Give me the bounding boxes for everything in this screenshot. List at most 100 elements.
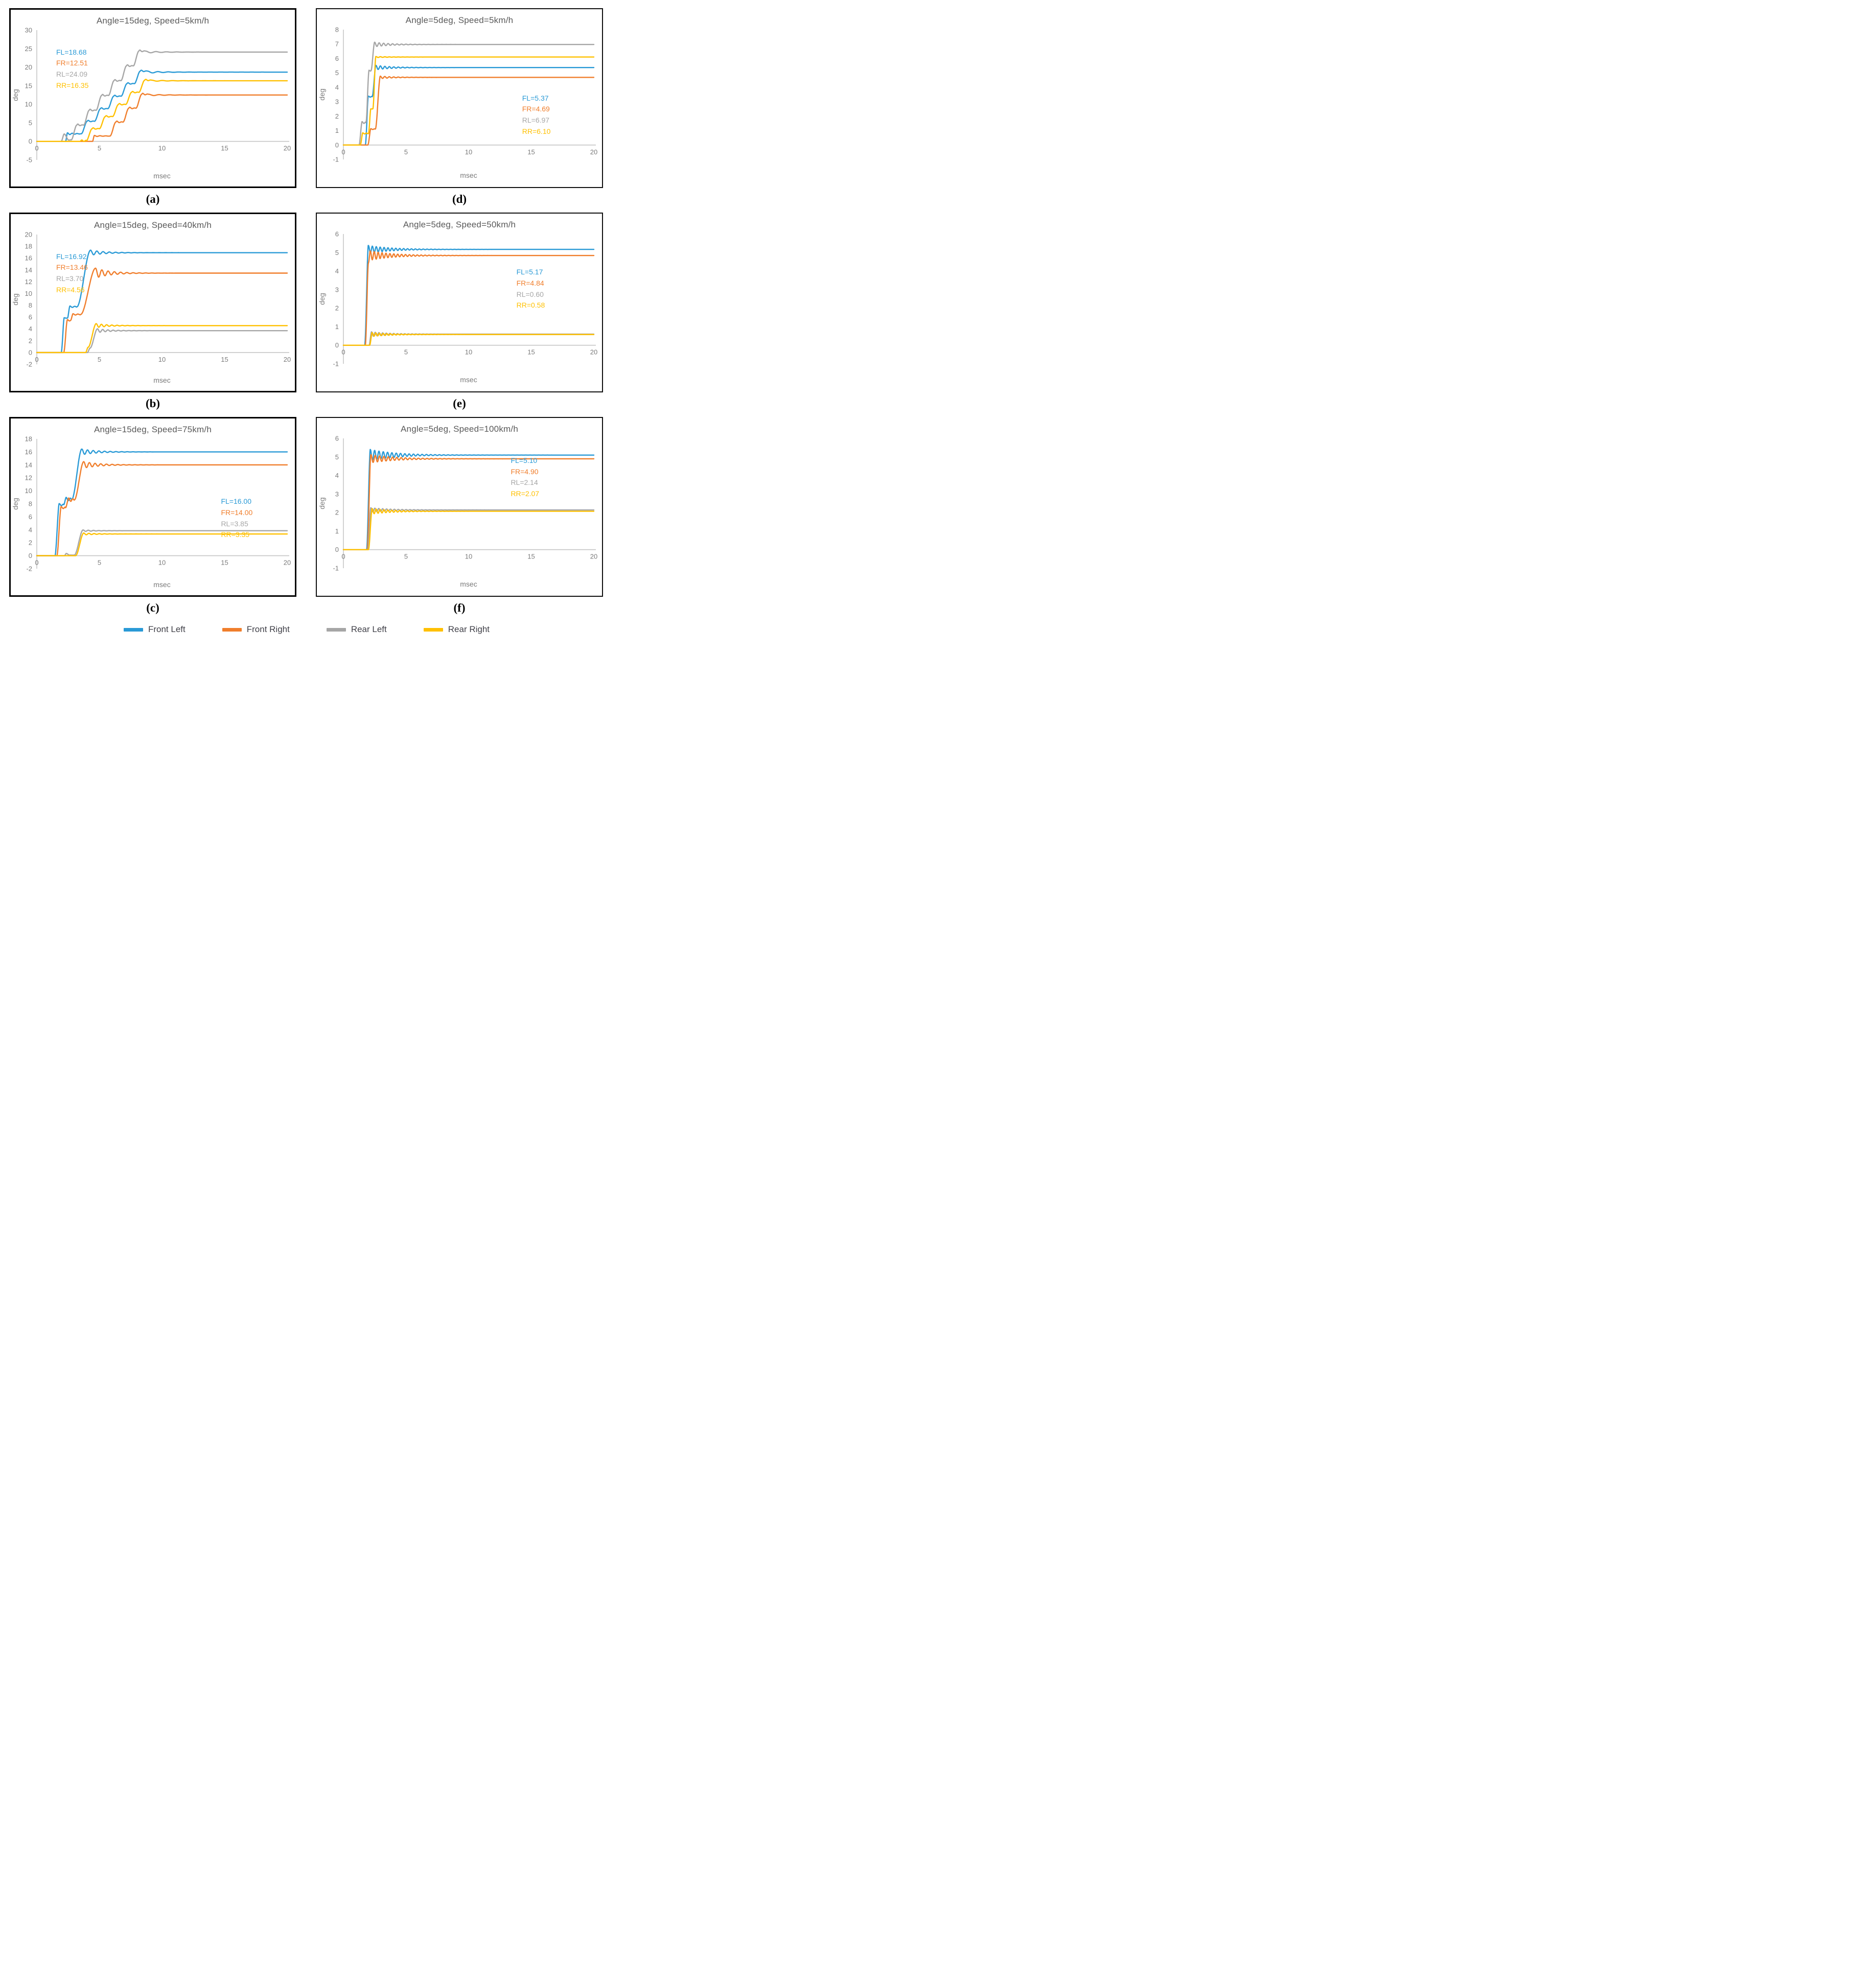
x-tick-label: 0 <box>35 145 38 152</box>
y-axis-title: deg <box>318 497 326 509</box>
y-tick-label: 2 <box>335 509 339 517</box>
y-tick-label: 0 <box>335 341 339 349</box>
y-tick-label: 6 <box>29 513 32 521</box>
cell-d: Angle=5deg, Speed=5km/h -1 0 1 2 3 4 5 6 7 8 0 5 10 1… <box>316 8 603 211</box>
series-front-left-line <box>342 449 595 550</box>
annotation-front-right: FR=12.51 <box>56 59 88 67</box>
caption-b: (b) <box>145 397 160 410</box>
y-tick-label: 25 <box>25 45 32 53</box>
x-tick-label: 20 <box>590 348 597 356</box>
series-front-right-line <box>36 461 288 556</box>
chart-f: Angle=5deg, Speed=100km/h -1 0 1 2 3 4 5 6 0 5 10 1… <box>316 417 603 597</box>
y-tick-label: 15 <box>25 82 32 89</box>
x-tick-label: 15 <box>527 553 535 561</box>
y-tick-label: 3 <box>335 490 339 498</box>
y-tick-label: -1 <box>333 565 339 572</box>
annotation-rear-right: RR=4.56 <box>56 285 85 294</box>
series-rear-left-line <box>36 49 288 142</box>
legend-label: Front Right <box>246 624 290 634</box>
x-tick-label: 0 <box>341 148 345 156</box>
annotation-front-left: FL=16.92 <box>56 252 87 261</box>
y-tick-label: 0 <box>29 348 32 356</box>
chart-e-annotations: FL=5.17 FR=4.84 RL=0.60 RR=0.58 <box>517 267 545 311</box>
y-tick-label: 6 <box>335 231 339 238</box>
y-tick-label: 3 <box>335 98 339 106</box>
series-front-right-line <box>342 75 595 146</box>
x-tick-label: 0 <box>35 559 38 567</box>
x-axis-title: msec <box>153 172 170 180</box>
x-axis-title: msec <box>460 171 477 179</box>
cell-a: Angle=15deg, Speed=5km/h -5 0 5 10 15 20 25 30 0… <box>9 8 296 211</box>
annotation-rear-left: RL=2.14 <box>511 478 538 487</box>
y-tick-label: 20 <box>25 63 32 71</box>
annotation-rear-right: RR=6.10 <box>522 127 551 135</box>
x-tick-label: 10 <box>158 356 166 363</box>
chart-f-annotations: FL=5.10 FR=4.90 RL=2.14 RR=2.07 <box>511 455 539 500</box>
front-right-line-swatch-icon <box>222 627 242 632</box>
x-tick-label: 10 <box>158 145 166 152</box>
annotation-front-left: FL=5.10 <box>511 456 538 465</box>
series-rear-right-line <box>36 532 288 556</box>
y-tick-label: 4 <box>29 325 32 333</box>
series-rear-left-line <box>36 328 288 354</box>
y-axis-title: deg <box>11 293 19 305</box>
chart-d: Angle=5deg, Speed=5km/h -1 0 1 2 3 4 5 6 7 8 0 5 10 1… <box>316 8 603 188</box>
y-tick-label: 8 <box>29 301 32 309</box>
y-tick-label: 18 <box>25 436 32 443</box>
y-tick-label: -1 <box>333 360 339 368</box>
x-tick-label: 5 <box>404 148 408 156</box>
annotation-rear-left: RL=24.09 <box>56 70 88 79</box>
y-tick-label: 20 <box>25 231 32 239</box>
rear-left-line-swatch-icon <box>326 627 346 632</box>
caption-e: (e) <box>453 397 466 410</box>
x-tick-label: 15 <box>221 145 228 152</box>
y-tick-label: 5 <box>335 69 339 77</box>
y-axis-title: deg <box>318 88 326 100</box>
x-tick-label: 15 <box>527 148 535 156</box>
annotation-rear-right: RR=0.58 <box>516 301 545 310</box>
series-front-left-line <box>36 448 288 556</box>
x-tick-label: 20 <box>284 356 291 363</box>
y-tick-label: 5 <box>335 453 339 461</box>
y-tick-label: 10 <box>25 487 32 495</box>
legend: Front Left Front Right Rear Left Rear Ri… <box>9 624 604 635</box>
annotation-front-right: FR=13.46 <box>56 263 88 272</box>
x-tick-label: 0 <box>341 348 345 356</box>
series-front-left-line <box>342 64 595 146</box>
annotation-rear-left: RL=3.85 <box>221 519 248 528</box>
series-front-right-line <box>342 454 595 550</box>
x-tick-label: 5 <box>404 553 408 561</box>
x-tick-label: 20 <box>590 148 597 156</box>
legend-item-front-left: Front Left <box>123 624 186 635</box>
rear-right-line-swatch-icon <box>423 627 443 632</box>
annotation-rear-right: RR=3.35 <box>221 530 250 539</box>
chart-e: Angle=5deg, Speed=50km/h -1 0 1 2 3 4 5 6 0 5 10 15… <box>316 213 603 392</box>
series-rear-right-line <box>36 323 288 354</box>
y-tick-label: -2 <box>26 361 32 368</box>
chart-b-annotations: FL=16.92 FR=13.46 RL=3.70 RR=4.56 <box>56 251 88 296</box>
legend-label: Front Left <box>148 624 186 634</box>
annotation-rear-right: RR=16.35 <box>56 81 89 89</box>
y-tick-label: 12 <box>25 474 32 482</box>
x-axis-title: msec <box>153 580 170 589</box>
chart-title: Angle=5deg, Speed=50km/h <box>403 220 516 229</box>
series-rear-left-line <box>342 41 595 146</box>
y-tick-label: 0 <box>29 552 32 559</box>
x-tick-label: 20 <box>284 145 291 152</box>
x-axis-title: msec <box>153 376 170 384</box>
y-tick-label: 4 <box>335 83 339 91</box>
y-tick-label: 30 <box>25 27 32 34</box>
y-tick-label: 7 <box>335 40 339 48</box>
legend-item-front-right: Front Right <box>222 624 290 635</box>
legend-label: Rear Left <box>351 624 387 634</box>
annotation-front-left: FL=18.68 <box>56 48 87 56</box>
y-tick-label: 5 <box>29 119 32 127</box>
caption-d: (d) <box>452 193 467 205</box>
x-axis-title: msec <box>460 580 477 588</box>
series-front-left-line <box>36 249 288 354</box>
y-tick-label: -2 <box>26 565 32 573</box>
